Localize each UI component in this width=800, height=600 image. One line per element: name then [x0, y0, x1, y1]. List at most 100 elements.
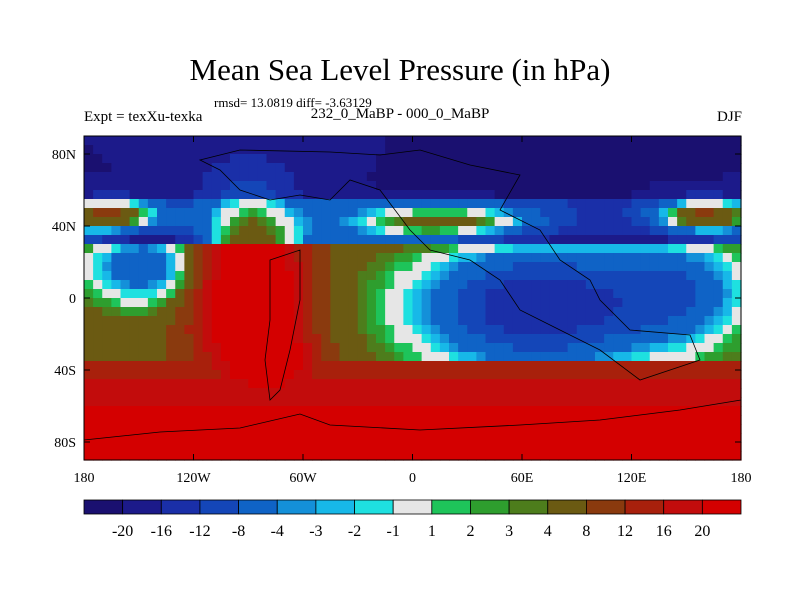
field-cell [494, 145, 505, 155]
field-cell [658, 397, 669, 407]
field-cell [193, 334, 204, 344]
field-cell [622, 244, 633, 254]
field-cell [485, 271, 496, 281]
field-cell [157, 262, 167, 272]
field-cell [248, 451, 258, 461]
field-cell [531, 289, 541, 299]
field-cell [412, 442, 423, 452]
field-cell [722, 271, 733, 281]
field-cell [330, 172, 341, 182]
field-cell [722, 415, 733, 425]
field-cell [686, 262, 696, 272]
field-cell [184, 235, 195, 245]
field-cell [595, 433, 605, 443]
field-cell [248, 199, 258, 209]
field-cell [531, 280, 541, 290]
field-cell [293, 388, 304, 398]
field-cell [138, 226, 149, 236]
field-cell [494, 136, 505, 146]
field-cell [668, 334, 678, 344]
field-cell [157, 235, 167, 245]
field-cell [713, 307, 724, 317]
field-cell [303, 415, 313, 425]
field-cell [138, 334, 149, 344]
field-cell [321, 136, 331, 146]
field-cell [458, 154, 468, 164]
field-cell [84, 154, 94, 164]
field-cell [366, 289, 377, 299]
field-cell [503, 244, 514, 254]
field-cell [494, 262, 505, 272]
field-cell [321, 217, 331, 227]
field-cell [668, 190, 678, 200]
field-cell [613, 343, 623, 353]
field-cell [120, 262, 131, 272]
field-cell [713, 415, 724, 425]
field-cell [485, 379, 496, 389]
field-cell [467, 343, 477, 353]
field-cell [522, 307, 532, 317]
field-cell [549, 226, 560, 236]
field-cell [585, 424, 596, 434]
field-cell [449, 244, 459, 254]
field-cell [731, 181, 742, 191]
field-cell [348, 334, 359, 344]
field-cell [595, 217, 605, 227]
colorbar-box [663, 499, 703, 515]
field-cell [622, 262, 633, 272]
field-cell [211, 415, 222, 425]
field-cell [649, 316, 660, 326]
field-cell [558, 442, 569, 452]
field-cell [558, 415, 569, 425]
field-cell [111, 370, 122, 380]
field-cell [640, 289, 651, 299]
field-cell [166, 397, 176, 407]
field-cell [403, 136, 414, 146]
field-cell [266, 442, 277, 452]
field-cell [467, 262, 477, 272]
field-cell [722, 253, 733, 263]
field-cell [549, 163, 560, 173]
field-cell [138, 136, 149, 146]
field-cell [576, 226, 587, 236]
field-cell [239, 406, 249, 416]
field-cell [175, 415, 185, 425]
field-cell [366, 253, 377, 263]
field-cell [293, 424, 304, 434]
field-cell [193, 145, 204, 155]
field-cell [522, 226, 532, 236]
field-cell [248, 316, 258, 326]
field-cell [640, 199, 651, 209]
field-cell [138, 145, 149, 155]
field-cell [722, 442, 733, 452]
field-cell [211, 226, 222, 236]
field-cell [120, 415, 131, 425]
field-cell [412, 415, 423, 425]
field-cell [512, 343, 523, 353]
field-cell [531, 217, 541, 227]
field-cell [175, 190, 185, 200]
field-cell [84, 370, 94, 380]
field-cell [385, 334, 395, 344]
field-cell [668, 280, 678, 290]
field-cell [613, 172, 623, 182]
field-cell [93, 415, 103, 425]
field-cell [357, 280, 368, 290]
field-cell [193, 388, 204, 398]
field-cell [211, 136, 222, 146]
field-cell [668, 217, 678, 227]
field-cell [120, 163, 131, 173]
field-cell [668, 181, 678, 191]
field-cell [394, 307, 404, 317]
field-cell [357, 271, 368, 281]
field-cell [540, 379, 550, 389]
field-cell [704, 262, 715, 272]
field-cell [695, 190, 706, 200]
field-cell [385, 235, 395, 245]
field-cell [695, 361, 706, 371]
field-cell [522, 136, 532, 146]
experiment-label: Expt = texXu-texka [84, 109, 203, 125]
field-cell [166, 289, 176, 299]
field-cell [494, 379, 505, 389]
field-cell [157, 163, 167, 173]
